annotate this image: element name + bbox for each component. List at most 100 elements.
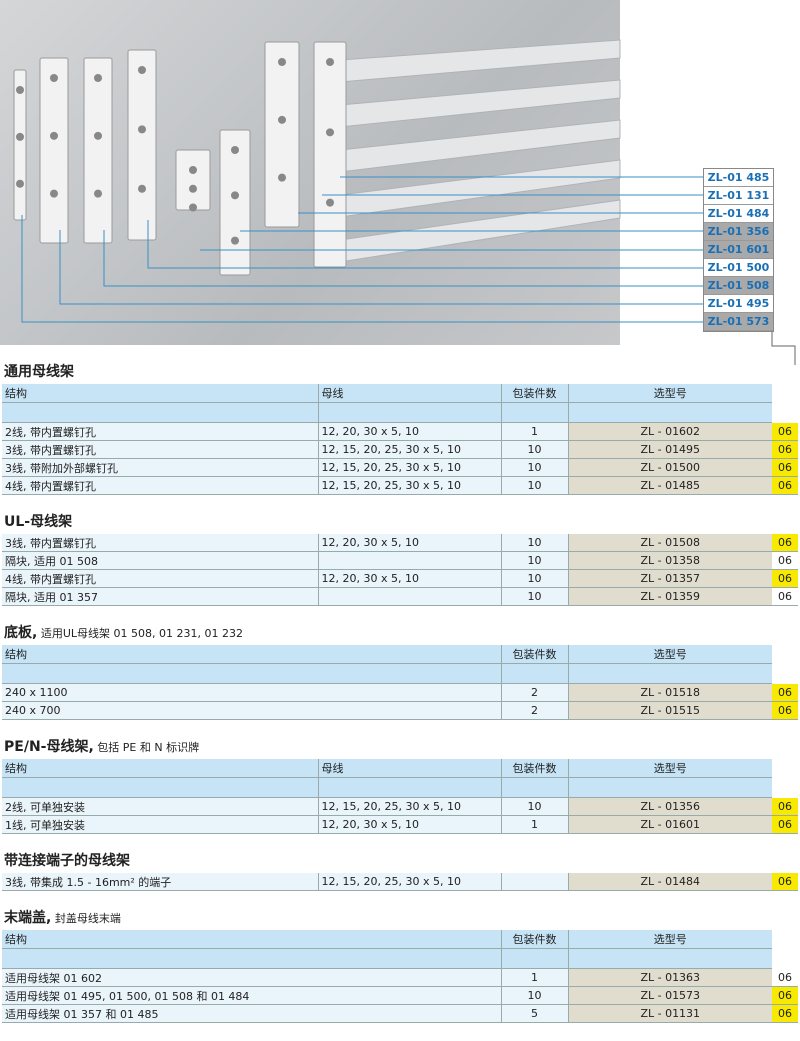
- header-structure: 结构: [2, 759, 318, 778]
- product-table: 3线, 带集成 1.5 - 16mm² 的端子 12, 15, 20, 25, 3…: [2, 873, 798, 891]
- table-row: 3线, 带集成 1.5 - 16mm² 的端子 12, 15, 20, 25, 3…: [2, 873, 798, 891]
- photo-callout-lines: [13, 39, 796, 365]
- busbar-holder: [127, 49, 157, 241]
- product-table: 结构 包装件数 选型号 适用母线架 01 602 1 ZL - 01363 06 适用母线架 …: [2, 930, 798, 1023]
- blank-cell: [567, 663, 772, 684]
- cell-pack-qty: 10: [500, 569, 568, 588]
- cell-suffix: 06: [772, 422, 798, 441]
- header-pack-qty: 包装件数: [500, 930, 568, 949]
- product-table: 3线, 带内置螺钉孔 12, 20, 30 x 5, 10 10 ZL - 01508…: [2, 534, 798, 606]
- table-subheader: [2, 948, 798, 969]
- cell-busbar: 12, 15, 20, 25, 30 x 5, 10: [317, 440, 501, 459]
- cell-model-no: ZL - 01573: [567, 986, 772, 1005]
- screw-hole: [278, 58, 286, 66]
- header-structure: 结构: [2, 930, 501, 949]
- table-row: 4线, 带内置螺钉孔 12, 20, 30 x 5, 10 10 ZL - 01357…: [2, 569, 798, 588]
- cell-pack-qty: 1: [500, 968, 568, 987]
- cell-structure: 4线, 带内置螺钉孔: [2, 569, 318, 588]
- cell-model-no: ZL - 01602: [567, 422, 772, 441]
- table-row: 适用母线架 01 602 1 ZL - 01363 06: [2, 968, 798, 987]
- blank-cell: [500, 948, 568, 969]
- busbar-holder: [219, 129, 251, 276]
- busbar-holder: [83, 57, 113, 244]
- blank-cell: [772, 777, 798, 798]
- cell-model-no: ZL - 01356: [567, 797, 772, 816]
- cell-structure: 3线, 带集成 1.5 - 16mm² 的端子: [2, 873, 318, 891]
- cell-model-no: ZL - 01357: [567, 569, 772, 588]
- cell-model-no: ZL - 01601: [567, 815, 772, 834]
- cell-structure: 隔块, 适用 01 357: [2, 587, 318, 606]
- product-table: 结构 母线 包装件数 选型号 2线, 带内置螺钉孔 12, 20, 30 x 5, 10 1…: [2, 384, 798, 495]
- screw-hole: [50, 189, 58, 198]
- table-subheader: [2, 777, 798, 798]
- cell-structure: 适用母线架 01 602: [2, 968, 501, 987]
- header-model-no: 选型号: [567, 930, 772, 949]
- callout-label: ZL-01 495: [704, 295, 773, 313]
- section-title-text: 带连接端子的母线架: [4, 853, 130, 869]
- cell-model-no: ZL - 01485: [567, 476, 772, 495]
- cell-structure: 240 x 1100: [2, 683, 501, 702]
- screw-hole: [138, 66, 146, 74]
- callout-label: ZL-01 484: [704, 205, 773, 223]
- cell-pack-qty: 10: [500, 534, 568, 552]
- product-table: 结构 母线 包装件数 选型号 2线, 可单独安装 12, 15, 20, 25, 30 x…: [2, 759, 798, 834]
- blank-cell: [2, 663, 501, 684]
- section-title-text: PE/N-母线架,: [4, 739, 94, 755]
- screw-hole: [16, 132, 24, 141]
- screw-hole: [16, 86, 24, 94]
- section-title-text: 通用母线架: [4, 364, 74, 380]
- callout-label: ZL-01 500: [704, 259, 773, 277]
- table-subheader: [2, 402, 798, 423]
- cell-structure: 3线, 带内置螺钉孔: [2, 534, 318, 552]
- table-row: 240 x 1100 2 ZL - 01518 06: [2, 683, 798, 702]
- table-row: 3线, 带内置螺钉孔 12, 20, 30 x 5, 10 10 ZL - 01508…: [2, 534, 798, 552]
- cell-busbar: 12, 20, 30 x 5, 10: [317, 534, 501, 552]
- header-model-no: 选型号: [567, 759, 772, 778]
- cell-structure: 适用母线架 01 357 和 01 485: [2, 1004, 501, 1023]
- busbar-holder: [175, 149, 211, 211]
- header-busbar: 母线: [317, 384, 501, 403]
- cell-pack-qty: 10: [500, 440, 568, 459]
- screw-hole: [94, 189, 102, 198]
- cell-suffix: 06: [772, 551, 798, 570]
- callout-line: [59, 230, 703, 305]
- screw-hole: [16, 179, 24, 188]
- blank-cell: [772, 402, 798, 423]
- cell-structure: 隔块, 适用 01 508: [2, 551, 318, 570]
- screw-hole: [231, 191, 239, 200]
- cell-structure: 4线, 带内置螺钉孔: [2, 476, 318, 495]
- cell-suffix: 06: [772, 569, 798, 588]
- cell-model-no: ZL - 01131: [567, 1004, 772, 1023]
- busbar: [339, 39, 621, 83]
- cell-suffix: 06: [772, 797, 798, 816]
- blank-cell: [567, 402, 772, 423]
- cell-suffix: 06: [772, 968, 798, 987]
- section-title: 带连接端子的母线架: [4, 852, 798, 870]
- section-title: 底板, 适用UL母线架 01 508, 01 231, 01 232: [4, 624, 798, 642]
- cell-structure: 1线, 可单独安装: [2, 815, 318, 834]
- blank-cell: [500, 402, 568, 423]
- cell-busbar: [317, 551, 501, 570]
- table-row: 3线, 带附加外部螺钉孔 12, 15, 20, 25, 30 x 5, 10 10…: [2, 458, 798, 477]
- section-title: 通用母线架: [4, 363, 798, 381]
- cell-suffix: 06: [772, 683, 798, 702]
- callout-label: ZL-01 573: [704, 313, 773, 331]
- screw-hole: [189, 184, 197, 193]
- cell-busbar: 12, 15, 20, 25, 30 x 5, 10: [317, 873, 501, 891]
- table-row: 3线, 带内置螺钉孔 12, 15, 20, 25, 30 x 5, 10 10 ZL…: [2, 440, 798, 459]
- cell-suffix: 06: [772, 587, 798, 606]
- blank-cell: [500, 663, 568, 684]
- table-header: 结构 包装件数 选型号: [2, 930, 798, 949]
- blank-cell: [567, 777, 772, 798]
- cell-suffix: 06: [772, 534, 798, 552]
- product-tables: 通用母线架结构 母线 包装件数 选型号 2线, 带内置螺钉孔 12, 20, 30 x 5…: [2, 363, 798, 1041]
- callout-line: [147, 220, 703, 269]
- cell-pack-qty: 1: [500, 422, 568, 441]
- cell-model-no: ZL - 01363: [567, 968, 772, 987]
- header-structure: 结构: [2, 384, 318, 403]
- screw-hole: [278, 115, 286, 124]
- callout-label: ZL-01 601: [704, 241, 773, 259]
- cell-pack-qty: 5: [500, 1004, 568, 1023]
- header-model-no: 选型号: [567, 645, 772, 664]
- section-title-text: UL-母线架: [4, 514, 73, 530]
